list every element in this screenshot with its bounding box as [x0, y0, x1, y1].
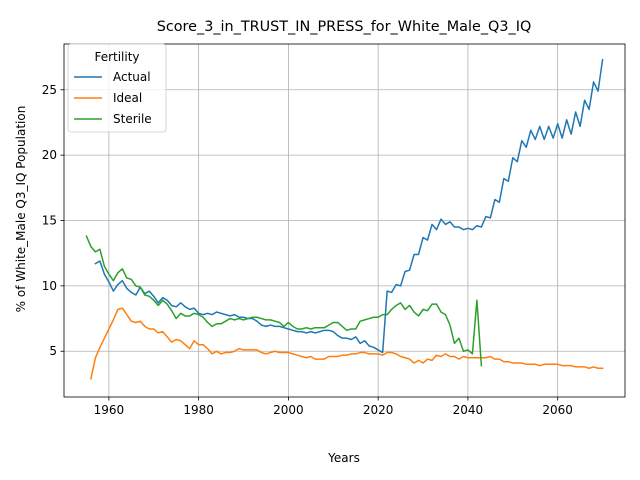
x-tick-label: 2000: [273, 403, 304, 417]
y-axis: 5 10 15 20 25: [42, 83, 64, 358]
y-tick-label: 25: [42, 83, 57, 97]
x-axis: 1960 1980 2000 2020 2040 2060: [94, 397, 573, 417]
x-tick-label: 1960: [94, 403, 125, 417]
x-tick-label: 2020: [363, 403, 394, 417]
series-line-sterile: [85, 235, 483, 367]
legend-label-actual: Actual: [113, 70, 151, 84]
y-tick-label: 5: [49, 344, 57, 358]
y-axis-label: % of White_Male Q3_IQ Population: [14, 106, 28, 313]
legend-label-sterile: Sterile: [113, 112, 152, 126]
y-tick-label: 15: [42, 214, 57, 228]
chart-title: Score_3_in_TRUST_IN_PRESS_for_White_Male…: [157, 19, 532, 35]
y-tick-label: 10: [42, 279, 57, 293]
x-tick-label: 2040: [453, 403, 484, 417]
x-tick-label: 1980: [183, 403, 214, 417]
x-tick-label: 2060: [542, 403, 573, 417]
x-axis-label: Years: [327, 451, 360, 465]
series-line-actual: [94, 58, 604, 354]
series-layer: [85, 58, 604, 380]
legend-label-ideal: Ideal: [113, 91, 142, 105]
grid: [64, 44, 625, 397]
legend: Fertility Actual Ideal Sterile: [67, 43, 167, 133]
y-tick-label: 20: [42, 148, 57, 162]
legend-title: Fertility: [94, 50, 139, 64]
series-line-ideal: [90, 307, 604, 380]
legend-box: [67, 43, 167, 133]
